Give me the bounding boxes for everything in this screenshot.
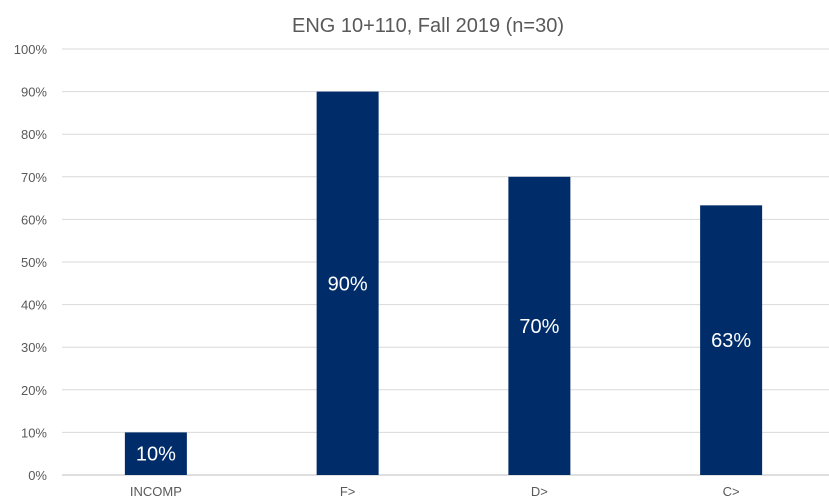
y-axis-ticks: 0% 10% 20% 30% 40% 50% 60% 70% 80% 90% 100% [14,42,48,483]
y-tick-label: 50% [21,255,47,270]
data-label: 63% [711,330,751,352]
data-label: 90% [328,273,368,295]
y-tick-label: 10% [21,425,47,440]
x-tick-label: C> [723,484,740,499]
data-label: 10% [136,444,176,466]
x-tick-label: INCOMP [130,484,182,499]
gridlines [62,48,829,476]
x-tick-label: F> [340,484,356,499]
y-tick-label: 0% [28,468,47,483]
y-tick-label: 40% [21,298,47,313]
y-tick-label: 30% [21,340,47,355]
y-tick-label: 90% [21,85,47,100]
x-axis-ticks: INCOMP F> D> C> [130,484,740,499]
y-tick-label: 70% [21,170,47,185]
bars [124,91,763,476]
bar [316,91,379,475]
data-label: 70% [519,316,559,338]
x-tick-label: D> [531,484,548,499]
data-labels: 10% 90% 70% 63% [136,273,751,465]
y-tick-label: 100% [14,42,48,57]
y-tick-label: 80% [21,127,47,142]
y-tick-label: 60% [21,212,47,227]
chart-title: ENG 10+110, Fall 2019 (n=30) [292,15,564,37]
bar [124,432,187,475]
y-tick-label: 20% [21,383,47,398]
bar [700,205,763,476]
bar [508,176,571,476]
